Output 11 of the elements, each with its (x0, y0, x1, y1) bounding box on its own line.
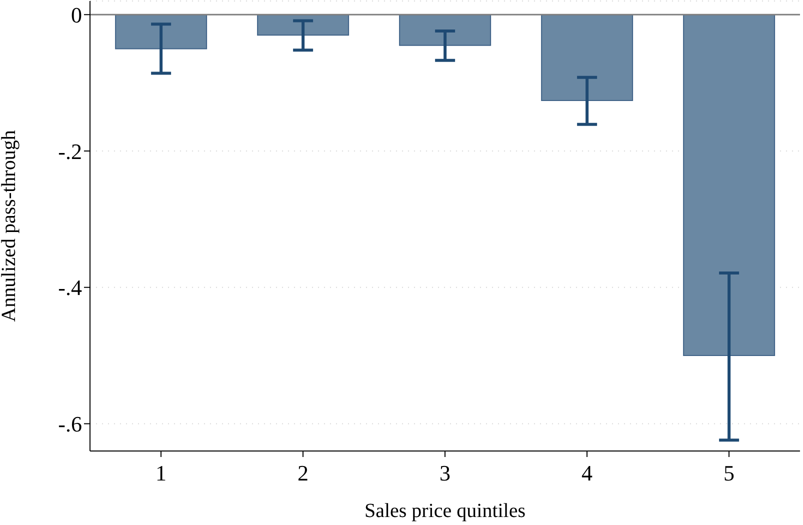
y-tick-label: -.4 (58, 275, 82, 300)
x-tick-label: 2 (298, 460, 308, 486)
x-axis-title: Sales price quintiles (364, 500, 526, 522)
x-tick-label: 4 (582, 460, 592, 486)
x-tick-label: 1 (156, 460, 166, 486)
y-tick-label: -.2 (58, 138, 82, 164)
y-tick-label: 0 (71, 2, 82, 28)
y-axis-title: Annulized pass-through (0, 130, 20, 322)
x-tick-label: 3 (440, 460, 450, 486)
x-tick-label: 5 (724, 460, 734, 486)
y-tick-label: -.6 (58, 412, 82, 437)
